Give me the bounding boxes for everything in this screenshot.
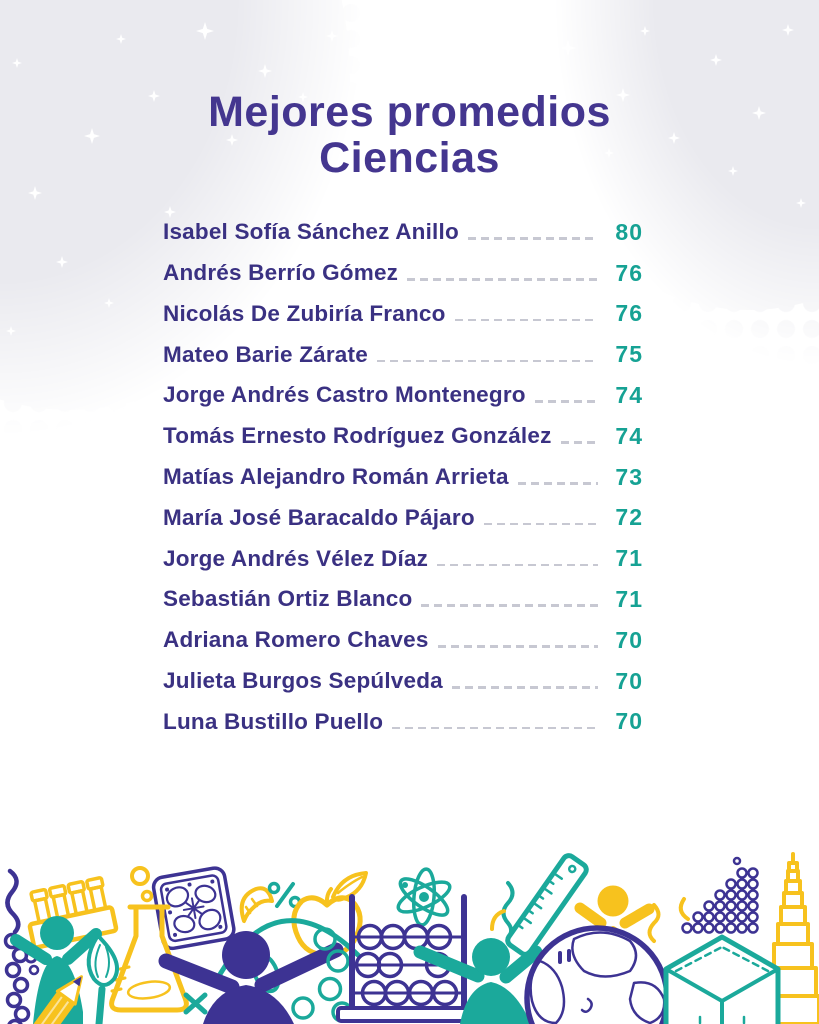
student-score: 70: [615, 667, 643, 694]
student-name: Sebastián Ortiz Blanco: [163, 586, 413, 612]
sparkle-icon: [782, 24, 794, 36]
yellow-arc-2-icon: [490, 909, 506, 931]
leader-line: [407, 278, 598, 281]
student-score: 75: [615, 341, 643, 368]
pencil-icon: [16, 975, 84, 1024]
bead-pyramid-icon: [681, 856, 759, 934]
leader-line: [534, 400, 598, 403]
leader-line: [451, 685, 598, 689]
student-score: 74: [615, 422, 643, 449]
ruler-icon: [505, 853, 589, 957]
sparkle-icon: [560, 40, 576, 56]
apple-icon: [291, 871, 368, 958]
child-silhouette-purple-icon: [158, 931, 344, 1024]
student-name: Julieta Burgos Sepúlveda: [163, 668, 443, 694]
sparkle-icon: [12, 58, 22, 68]
ranking-row: Luna Bustillo Puello 70: [163, 702, 643, 743]
sparkle-icon: [258, 64, 272, 78]
sparkle-icon: [640, 26, 650, 36]
sparkle-icon: [6, 326, 16, 336]
student-name: Luna Bustillo Puello: [163, 708, 384, 734]
sparkle-icon: [796, 198, 806, 208]
student-score: 80: [615, 218, 643, 245]
leader-line: [454, 318, 598, 322]
student-score: 76: [615, 300, 643, 327]
wavy-line-yellow-icon: [647, 903, 661, 943]
leader-line: [376, 359, 598, 363]
child-silhouette-teal-2-icon: [413, 938, 543, 1024]
student-score: 76: [615, 259, 643, 286]
sparkle-icon: [28, 186, 42, 200]
ranking-row: Andrés Berrío Gómez 76: [163, 253, 643, 294]
ranking-row: Isabel Sofía Sánchez Anillo 80: [163, 212, 643, 253]
ranking-list: Isabel Sofía Sánchez Anillo 80 Andrés Be…: [163, 212, 643, 742]
sparkle-icon: [116, 34, 126, 44]
student-name: Nicolás De Zubiría Franco: [163, 300, 446, 326]
wavy-line-teal-icon: [501, 881, 515, 937]
ranking-row: Julieta Burgos Sepúlveda 70: [163, 661, 643, 702]
student-score: 72: [615, 504, 643, 531]
student-name: María José Baracaldo Pájaro: [163, 504, 475, 530]
footer-illustration: [3, 852, 819, 1024]
bubbles-icon: [130, 866, 154, 903]
student-score: 71: [615, 585, 643, 612]
leader-line: [392, 726, 598, 730]
sparkle-icon: [710, 54, 722, 66]
sparkle-icon: [196, 22, 214, 40]
yellow-arc-icon: [678, 897, 690, 921]
ranking-row: María José Baracaldo Pájaro 72: [163, 498, 643, 539]
paintbrush-icon: [86, 934, 119, 1024]
leader-line: [560, 441, 598, 444]
ranking-row: Adriana Romero Chaves 70: [163, 620, 643, 661]
leader-line: [483, 522, 598, 526]
geometric-cube-icon: [663, 934, 781, 1024]
student-name: Isabel Sofía Sánchez Anillo: [163, 219, 459, 245]
page-title: Mejores promedios Ciencias: [0, 89, 819, 181]
sparkle-icon: [104, 298, 114, 308]
x-mark-icon: [183, 992, 208, 1015]
percent-sign-icon: [267, 881, 302, 909]
ranking-row: Jorge Andrés Castro Montenegro 74: [163, 375, 643, 416]
student-score: 70: [615, 626, 643, 653]
student-name: Adriana Romero Chaves: [163, 627, 429, 653]
leader-line: [437, 645, 598, 648]
ranking-row: Jorge Andrés Vélez Díaz 71: [163, 538, 643, 579]
croissant-icon: [239, 886, 274, 923]
atom-icon: [396, 867, 452, 927]
wavy-line-purple-icon: [5, 868, 21, 935]
microscope-slide-cell-icon: [151, 866, 236, 951]
sparkle-icon: [326, 30, 338, 42]
page-title-line1: Mejores promedios: [208, 88, 611, 136]
student-name: Tomás Ernesto Rodríguez González: [163, 423, 552, 449]
sparkle-icon: [56, 256, 68, 268]
student-name: Jorge Andrés Vélez Díaz: [163, 545, 429, 571]
ranking-row: Sebastián Ortiz Blanco 71: [163, 579, 643, 620]
student-score: 71: [615, 545, 643, 572]
student-name: Jorge Andrés Castro Montenegro: [163, 382, 526, 408]
leader-line: [437, 563, 598, 567]
leader-line: [467, 237, 598, 240]
student-name: Andrés Berrío Gómez: [163, 260, 399, 286]
student-score: 74: [615, 381, 643, 408]
student-name: Matías Alejandro Román Arrieta: [163, 464, 509, 490]
leader-line: [517, 481, 598, 485]
erlenmeyer-flask-icon: [109, 904, 189, 1013]
globe-icon: [524, 925, 670, 1024]
page-title-line2: Ciencias: [319, 134, 500, 182]
ranking-row: Nicolás De Zubiría Franco 76: [163, 294, 643, 335]
ranking-row: Mateo Barie Zárate 75: [163, 334, 643, 375]
student-score: 73: [615, 463, 643, 490]
ranking-row: Matías Alejandro Román Arrieta 73: [163, 457, 643, 498]
leader-line: [421, 604, 598, 607]
ranking-row: Tomás Ernesto Rodríguez González 74: [163, 416, 643, 457]
student-name: Mateo Barie Zárate: [163, 341, 368, 367]
student-score: 70: [615, 708, 643, 735]
